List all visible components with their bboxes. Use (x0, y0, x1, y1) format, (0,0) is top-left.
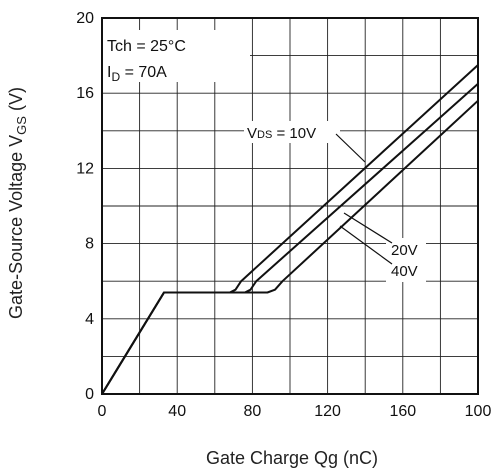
y-axis-title-unit: (V) (6, 87, 26, 116)
annotation-20v-leader (343, 212, 393, 244)
annotation-10v-main: V (247, 125, 257, 142)
annotation-40v: 40V (339, 225, 426, 282)
x-tick-label: 100 (465, 403, 492, 420)
annotation-10v-sub: DS (257, 129, 272, 141)
y-tick-label: 12 (76, 160, 94, 177)
annotation-20v-bg (386, 238, 426, 260)
y-tick-label: 8 (85, 236, 94, 253)
condition-temperature: Tch = 25°C (107, 38, 186, 55)
condition-drain-current-sub: D (111, 70, 120, 84)
series-lines (101, 64, 479, 395)
x-tick-label: 120 (314, 403, 341, 420)
condition-drain-current: ID = 70A (107, 64, 167, 84)
annotation-10v-bg (244, 121, 340, 143)
annotation-40v-bg (386, 260, 426, 282)
annotation-10v: VDS = 10V (244, 121, 366, 163)
condition-box (100, 30, 250, 82)
annotation-10v-rest: = 10V (272, 125, 316, 142)
annotation-10v-label: VDS = 10V (247, 125, 316, 142)
y-tick-label: 16 (76, 85, 94, 102)
grid-lines (102, 18, 478, 394)
y-axis-title-main: Gate-Source Voltage V (6, 135, 26, 319)
condition-drain-current-main: I (107, 64, 111, 81)
annotation-40v-leader (339, 225, 393, 265)
annotation-10v-leader (335, 133, 366, 163)
x-tick-label: 160 (389, 403, 416, 420)
x-tick-label: 80 (244, 403, 262, 420)
x-tick-label: 40 (168, 403, 186, 420)
x-tick-label: 0 (98, 403, 107, 420)
annotation-20v-label: 20V (391, 242, 418, 259)
plot-frame (101, 17, 479, 395)
series-line-3 (101, 99, 479, 395)
y-tick-label: 20 (76, 10, 94, 27)
y-axis-title-sub: GS (14, 116, 29, 135)
y-tick-label: 4 (85, 311, 94, 328)
condition-drain-current-rest: = 70A (120, 64, 167, 81)
x-axis-title: Gate Charge Qg (nC) (206, 448, 378, 468)
tick-labels: 0 40 80 120 160 100 0 4 8 12 16 20 (76, 10, 491, 420)
y-axis-title: Gate-Source Voltage VGS (V) (6, 87, 29, 319)
annotation-40v-label: 40V (391, 263, 418, 280)
annotation-20v: 20V (343, 212, 426, 260)
y-tick-label: 0 (85, 386, 94, 403)
